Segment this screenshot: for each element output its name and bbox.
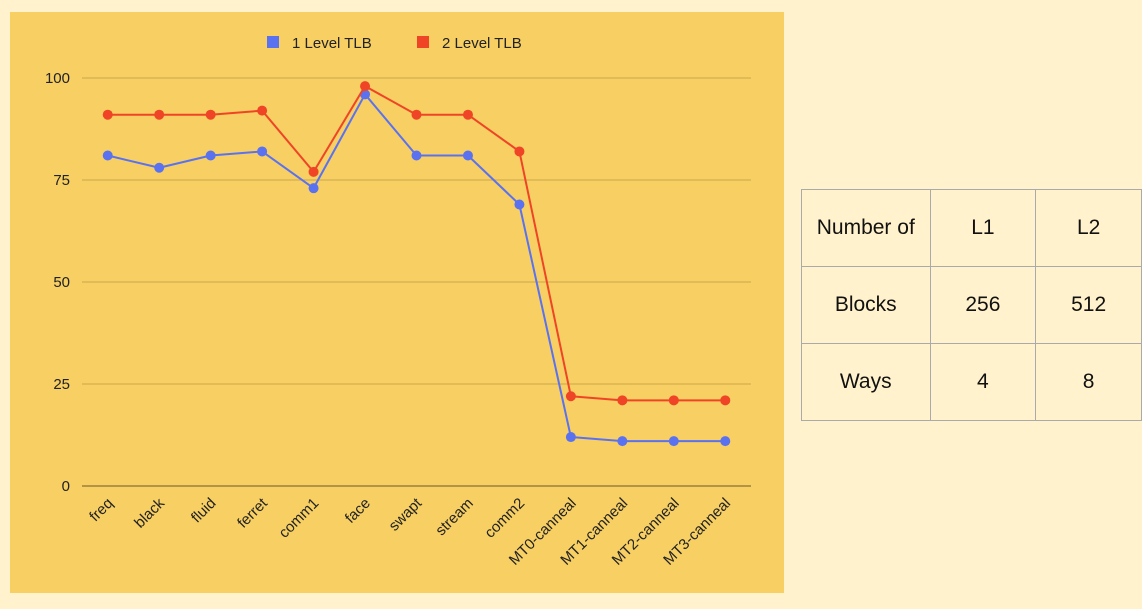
data-point [205,109,216,120]
table-row: Blocks 256 512 [801,266,1142,344]
series-lines [102,81,731,447]
legend-label: 2 Level TLB [442,35,522,52]
x-tick-label: freq [86,495,116,525]
data-point [720,395,731,406]
x-tick-label: stream [432,495,476,539]
legend-swatch [267,36,279,48]
table-header-row: Number of L1 L2 [801,189,1142,267]
data-point [514,199,525,210]
table-header-cell: L2 [1035,189,1142,267]
y-tick-label: 75 [53,172,70,189]
table-cell: Blocks [801,266,931,344]
y-tick-label: 0 [62,478,70,495]
data-point [360,81,371,92]
table-cell: 512 [1035,266,1142,344]
data-point [514,146,525,157]
y-tick-label: 25 [53,376,70,393]
data-point [257,146,268,157]
table-cell: 256 [929,266,1037,344]
data-point [617,436,628,447]
data-point [154,162,165,173]
data-point [668,436,679,447]
x-tick-label: fluid [188,495,219,526]
table-header-cell: L1 [929,189,1037,267]
data-point [102,150,113,161]
data-point [102,109,113,120]
table-row: Ways 4 8 [801,343,1142,421]
data-point [617,395,628,406]
table-cell: Ways [801,343,931,421]
data-point [154,109,165,120]
x-tick-label: black [131,494,168,531]
data-point [308,183,319,194]
y-tick-label: 50 [53,274,70,291]
chart-panel: 0 25 50 75 100 freq black fluid ferret comm1 face s… [10,12,784,593]
data-point [565,391,576,402]
data-point [308,166,319,177]
data-point [411,150,422,161]
data-point [565,432,576,443]
table-cell: 4 [929,343,1037,421]
data-point [668,395,679,406]
x-tick-label: swapt [386,494,426,534]
series-line [107,85,726,402]
x-tick-label: ferret [234,494,271,531]
legend-swatch [417,36,429,48]
x-tick-label: comm1 [276,495,323,542]
gridlines [82,77,751,487]
x-tick-label: comm2 [481,495,528,542]
data-point [462,109,473,120]
table-cell: 8 [1035,343,1142,421]
legend: 1 Level TLB 2 Level TLB [267,35,522,52]
series-line [107,93,726,443]
y-tick-label: 100 [45,70,70,87]
data-point [720,436,731,447]
data-point [411,109,422,120]
data-point [462,150,473,161]
data-point [205,150,216,161]
table-header-cell: Number of [801,189,931,267]
legend-label: 1 Level TLB [292,35,372,52]
data-point [257,105,268,116]
tlb-spec-table: Number of L1 L2 Blocks 256 512 Ways 4 8 [801,189,1142,421]
x-tick-label: face [342,495,374,527]
